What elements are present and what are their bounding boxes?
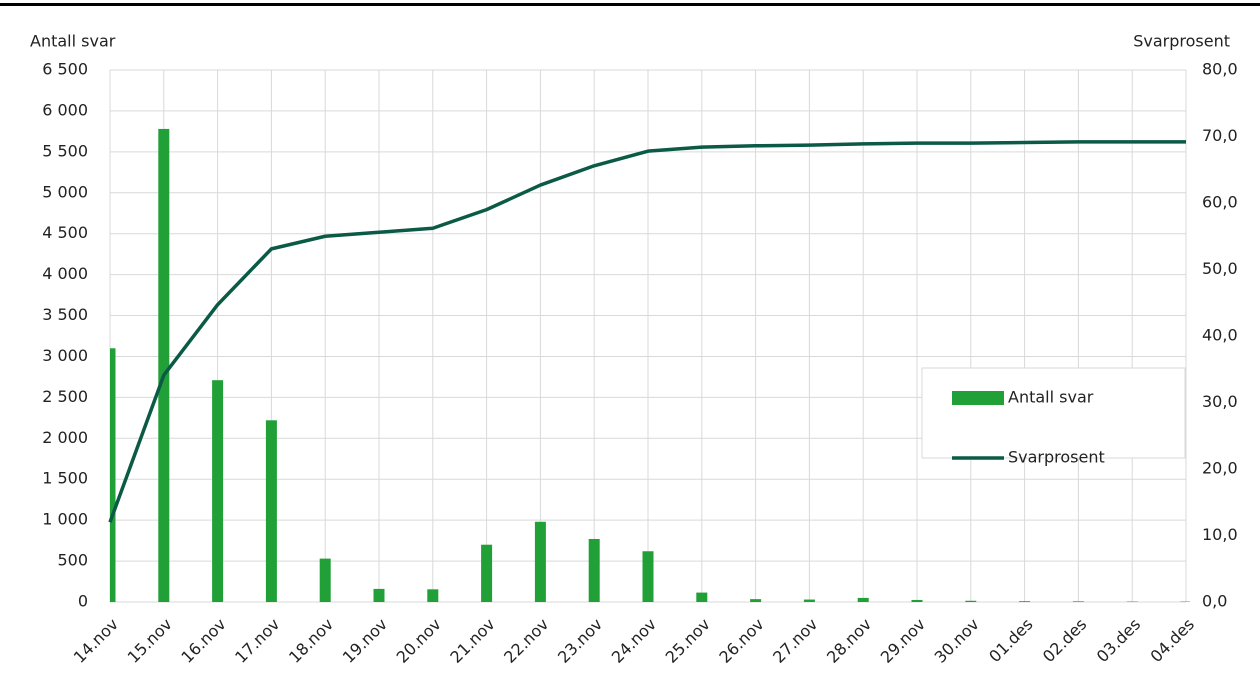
x-tick-label: 18.nov: [285, 615, 337, 667]
x-tick-label: 27.nov: [769, 615, 821, 667]
line: [108, 140, 1186, 523]
x-tick-label: 04.des: [1147, 615, 1198, 666]
y-tick-label: 4 000: [42, 264, 88, 283]
x-tick-label: 21.nov: [446, 615, 498, 667]
y2-tick-label: 20,0: [1202, 459, 1238, 478]
y-tick-label: 6 000: [42, 100, 88, 119]
y2-tick-label: 0,0: [1202, 592, 1227, 611]
bar: [427, 589, 439, 602]
y2-tick-label: 30,0: [1202, 392, 1238, 411]
y-tick-label: 1 500: [42, 469, 88, 488]
y-tick-label: 500: [57, 551, 88, 570]
y2-tick-label: 70,0: [1202, 126, 1238, 145]
x-tick-label: 16.nov: [177, 615, 229, 667]
x-tick-label: 02.des: [1039, 615, 1090, 666]
bar: [481, 544, 493, 602]
y2-tick-label: 40,0: [1202, 326, 1238, 345]
x-tick-label: 22.nov: [500, 615, 552, 667]
bar: [911, 599, 923, 602]
y2-tick-label: 80,0: [1202, 60, 1238, 79]
bar: [212, 380, 224, 602]
y-tick-label: 3 000: [42, 346, 88, 365]
bar: [1019, 601, 1031, 602]
legend-swatch: [952, 391, 1004, 405]
x-tick-label: 24.nov: [608, 615, 660, 667]
legend-label: Antall svar: [1008, 388, 1094, 407]
y-tick-label: 3 500: [42, 305, 88, 324]
x-tick-label: 14.nov: [70, 615, 122, 667]
bar: [110, 348, 116, 602]
legend-label: Svarprosent: [1008, 448, 1105, 467]
bar: [642, 551, 654, 602]
y-tick-label: 2 000: [42, 428, 88, 447]
y2-axis-title: Svarprosent: [1133, 32, 1230, 51]
bar: [857, 597, 869, 602]
x-tick-label: 30.nov: [931, 615, 983, 667]
x-tick-label: 25.nov: [662, 615, 714, 667]
bar: [965, 600, 977, 602]
x-tick-label: 17.nov: [231, 615, 283, 667]
bar: [373, 588, 385, 602]
bar: [319, 558, 331, 602]
y-tick-label: 5 000: [42, 182, 88, 201]
x-tick-label: 15.nov: [124, 615, 176, 667]
top-rule: [0, 3, 1260, 6]
x-tick-label: 29.nov: [877, 615, 929, 667]
y2-tick-label: 10,0: [1202, 525, 1238, 544]
x-tick-label: 20.nov: [393, 615, 445, 667]
bar: [265, 420, 277, 602]
y-tick-label: 6 500: [42, 60, 88, 79]
y-tick-label: 4 500: [42, 223, 88, 242]
y2-tick-label: 60,0: [1202, 193, 1238, 212]
x-tick-label: 03.des: [1093, 615, 1144, 666]
y-tick-label: 2 500: [42, 387, 88, 406]
y-axis-title: Antall svar: [30, 32, 116, 51]
x-tick-label: 26.nov: [715, 615, 767, 667]
y-tick-label: 5 500: [42, 141, 88, 160]
legend-box: [921, 367, 1186, 459]
x-tick-label: 28.nov: [823, 615, 875, 667]
x-tick-label: 19.nov: [339, 615, 391, 667]
bar: [158, 128, 170, 602]
bar: [534, 521, 546, 602]
x-tick-label: 01.des: [985, 615, 1036, 666]
bar: [588, 538, 600, 602]
bar: [696, 592, 708, 602]
y-tick-label: 1 000: [42, 510, 88, 529]
y-tick-label: 0: [78, 592, 88, 611]
y2-tick-label: 50,0: [1202, 259, 1238, 278]
bar: [750, 599, 762, 602]
bar: [1072, 601, 1084, 602]
bar: [803, 599, 815, 602]
x-tick-label: 23.nov: [554, 615, 606, 667]
